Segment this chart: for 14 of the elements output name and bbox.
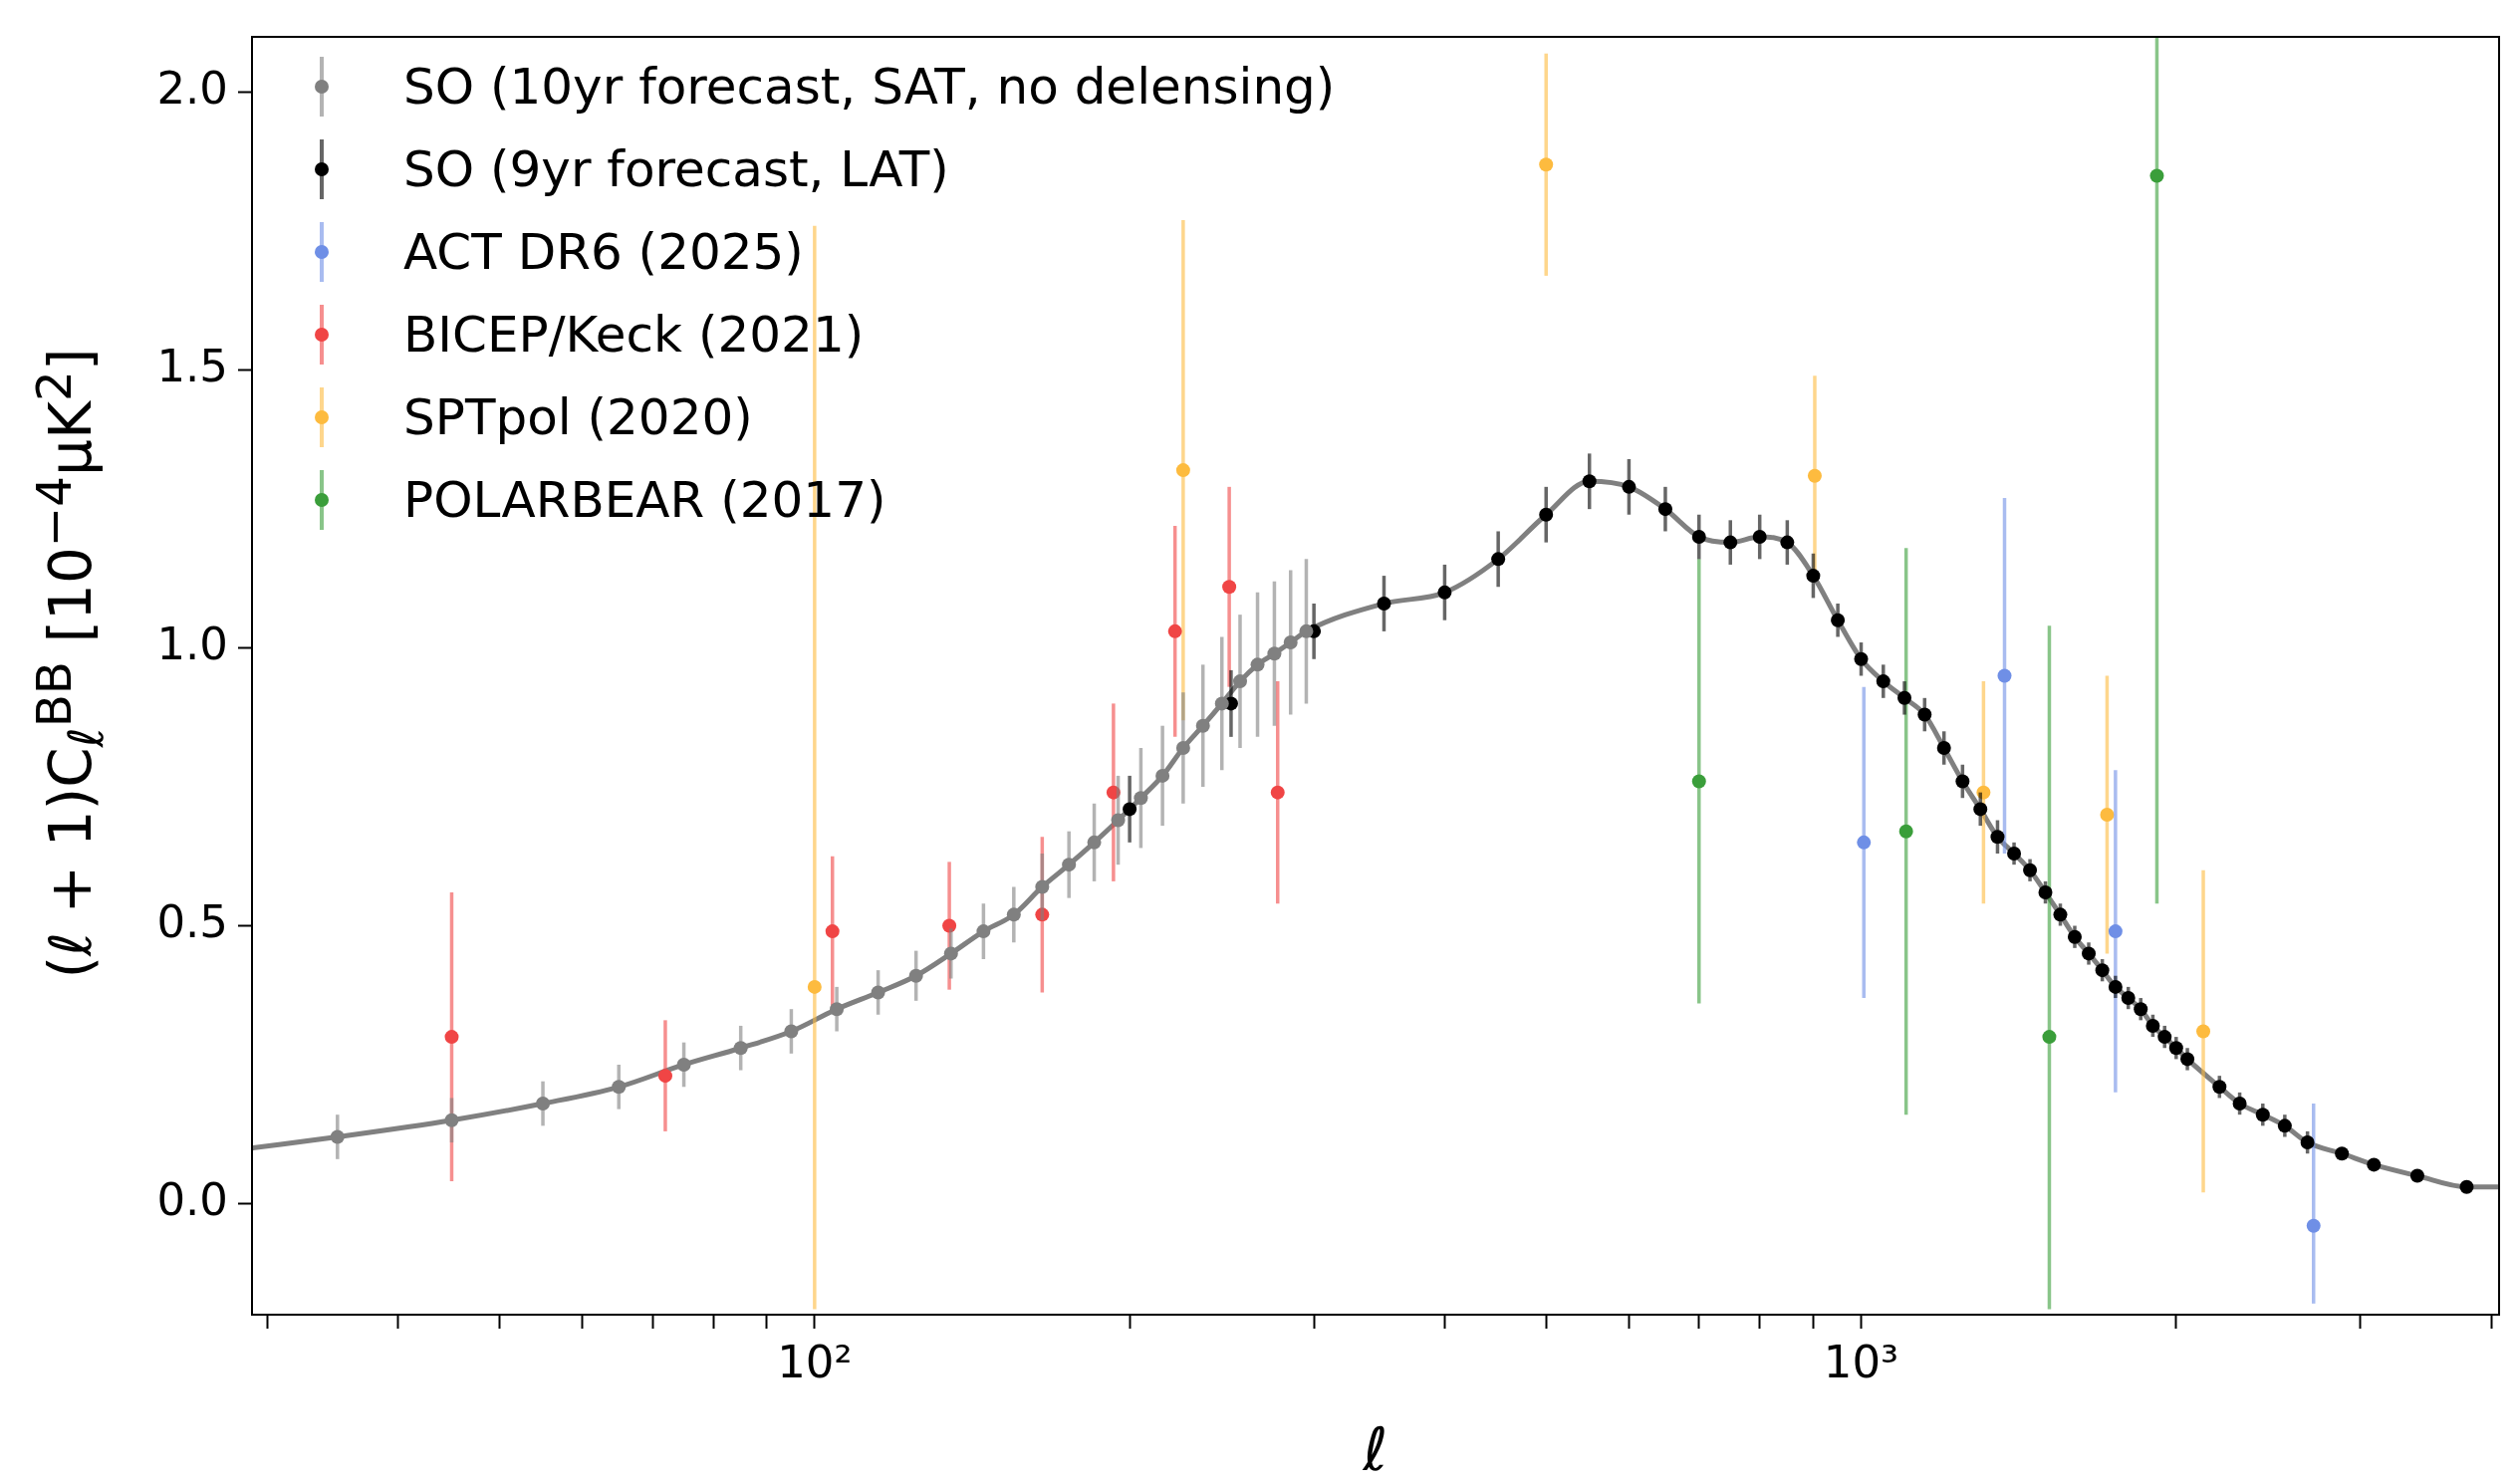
- y-tick-label: 0.0: [156, 1173, 228, 1227]
- x-axis-title: ℓ: [1363, 1414, 1388, 1484]
- y-tick-label: 0.5: [156, 895, 228, 949]
- legend-label: BICEP/Keck (2021): [403, 305, 865, 364]
- legend-label: SPTpol (2020): [403, 387, 753, 446]
- legend-label: POLARBEAR (2017): [403, 470, 886, 529]
- x-tick-label: 10²: [777, 1335, 853, 1388]
- x-tick-label: 10³: [1823, 1335, 1899, 1388]
- y-tick-label: 1.0: [156, 618, 228, 671]
- y-tick-label: 1.5: [156, 340, 228, 393]
- legend-label: SO (9yr forecast, LAT): [403, 139, 949, 198]
- y-tick-label: 2.0: [156, 62, 228, 116]
- legend-label: SO (10yr forecast, SAT, no delensing): [403, 57, 1336, 116]
- legend-label: ACT DR6 (2025): [403, 222, 804, 281]
